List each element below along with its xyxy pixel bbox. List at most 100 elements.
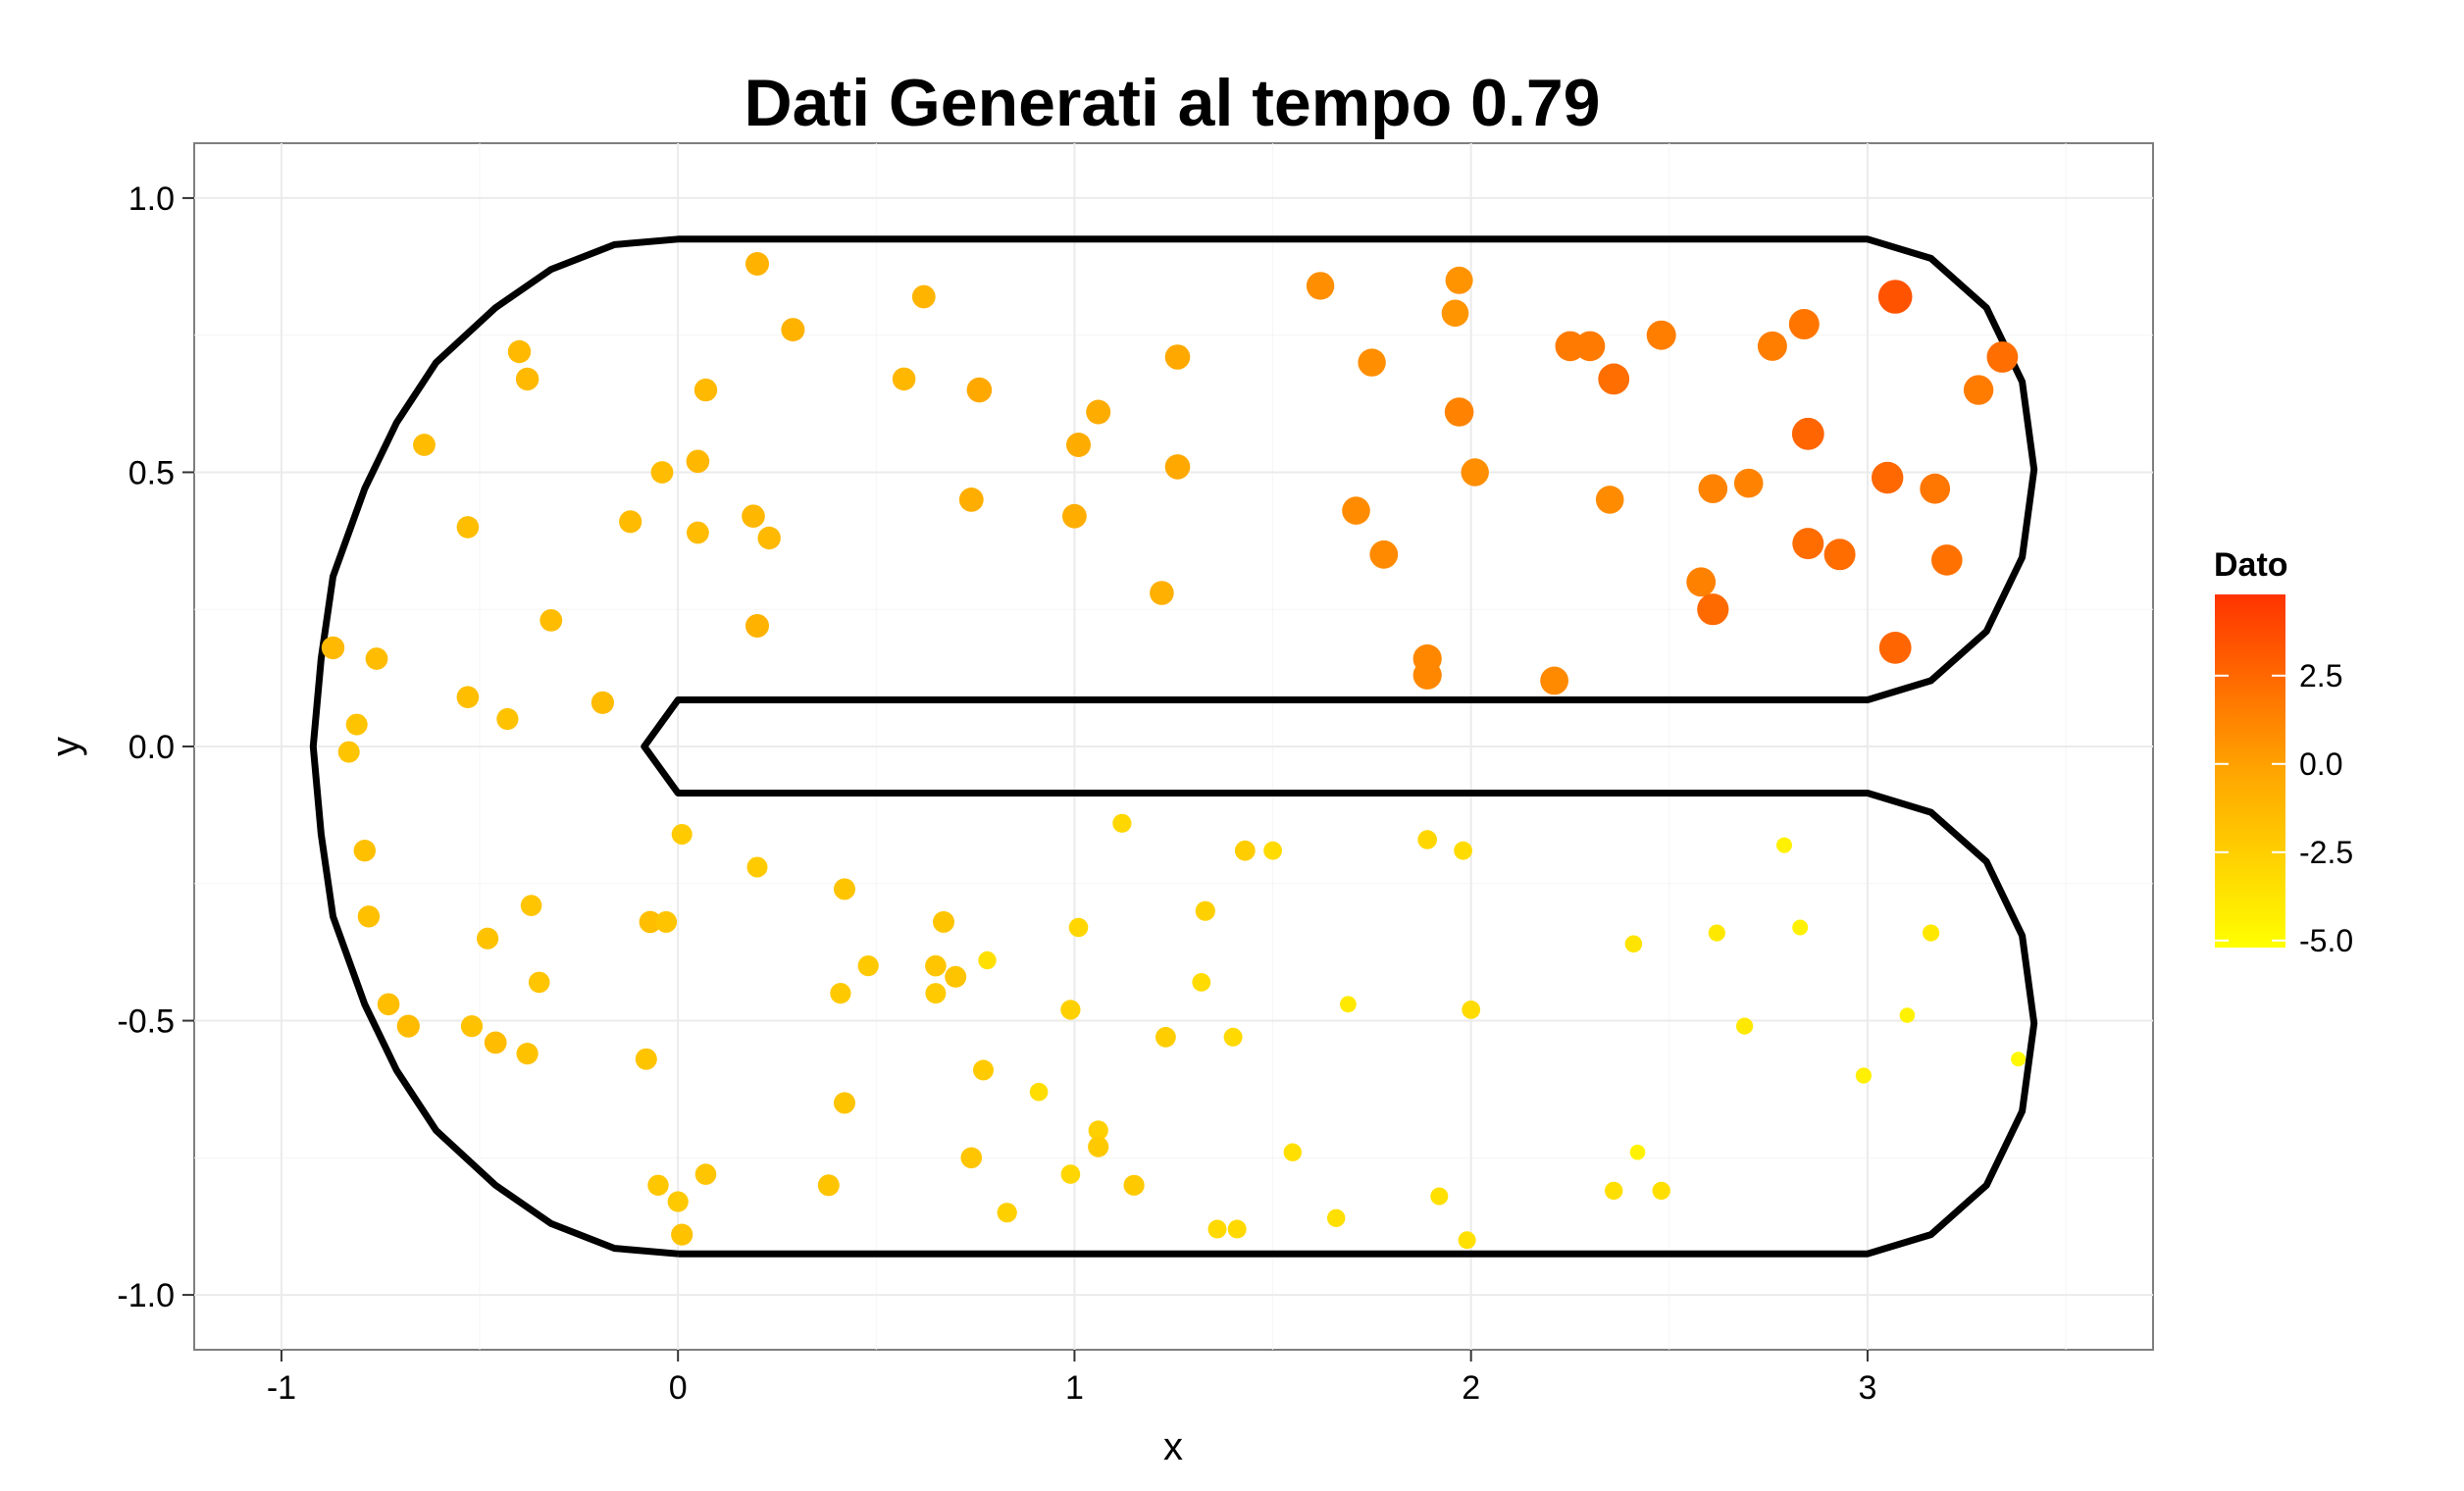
data-points — [321, 252, 2027, 1250]
data-point — [365, 647, 388, 670]
data-point — [1872, 461, 1904, 494]
data-point — [834, 878, 855, 900]
x-axis-ticks: -1 0 1 2 3 — [267, 1350, 1876, 1407]
y-axis-ticks: -1.0 -0.5 0.0 0.5 1.0 — [117, 180, 194, 1314]
data-point — [377, 993, 400, 1016]
data-point — [1931, 544, 1963, 576]
y-axis-label: y — [44, 737, 87, 756]
data-point — [357, 905, 381, 928]
data-point — [639, 910, 662, 934]
y-tick-label: 0.0 — [128, 729, 175, 766]
domain-boundary — [309, 235, 2038, 1258]
data-point — [353, 840, 376, 862]
data-point — [1029, 1082, 1049, 1102]
data-point — [1066, 433, 1091, 457]
data-point — [1788, 309, 1820, 339]
data-point — [1062, 503, 1087, 529]
data-point — [1207, 1219, 1227, 1239]
legend-title: Dato — [2214, 546, 2288, 584]
data-point — [1086, 399, 1111, 425]
y-tick-label: -1.0 — [117, 1277, 175, 1314]
legend-tick-label: -2.5 — [2299, 835, 2353, 870]
data-point — [1164, 454, 1191, 480]
x-tick-label: -1 — [267, 1369, 296, 1407]
data-point — [1234, 840, 1256, 861]
data-point — [745, 252, 769, 276]
data-point — [1192, 973, 1211, 992]
data-point — [1155, 1026, 1176, 1048]
data-point — [1088, 1136, 1109, 1157]
data-point — [1855, 1067, 1872, 1084]
data-point — [1792, 919, 1809, 936]
data-point — [1963, 375, 1994, 405]
data-point — [781, 318, 805, 342]
data-point — [1358, 348, 1386, 377]
data-point — [619, 510, 642, 534]
chart-title: Dati Generati al tempo 0.79 — [744, 66, 1601, 140]
data-point — [1708, 924, 1725, 942]
data-point — [687, 521, 709, 544]
data-point — [1461, 458, 1489, 487]
y-tick-label: -0.5 — [117, 1003, 175, 1041]
data-point — [978, 951, 997, 970]
data-point — [1430, 1187, 1449, 1206]
data-point — [647, 1174, 669, 1197]
data-point — [1342, 496, 1370, 525]
data-point — [1068, 917, 1089, 938]
data-point — [1283, 1143, 1303, 1161]
data-point — [650, 461, 674, 484]
data-point — [1920, 473, 1951, 504]
data-point — [892, 367, 916, 391]
data-point — [655, 910, 678, 933]
data-point — [945, 965, 967, 988]
legend: Dato 2.5 0.0 -2.5 -5.0 — [2214, 546, 2353, 958]
data-point — [520, 895, 542, 916]
data-point — [477, 927, 499, 950]
data-point — [1150, 581, 1174, 605]
data-point — [1340, 996, 1357, 1013]
data-point — [830, 983, 851, 1004]
data-point — [745, 614, 769, 638]
data-point — [496, 707, 519, 731]
data-point — [857, 955, 879, 977]
data-point — [635, 1048, 657, 1070]
data-point — [742, 504, 765, 528]
data-point — [834, 1092, 855, 1114]
data-point — [1629, 1144, 1646, 1160]
data-point — [1462, 1001, 1481, 1019]
data-point — [1605, 1181, 1623, 1201]
data-point — [817, 1174, 840, 1197]
data-point — [1164, 344, 1191, 370]
data-point — [539, 609, 563, 632]
data-point — [667, 1191, 689, 1212]
data-point — [1698, 474, 1728, 503]
data-point — [958, 488, 984, 512]
data-point — [456, 686, 480, 708]
data-point — [757, 526, 781, 550]
data-point — [516, 1043, 539, 1065]
x-tick-label: 1 — [1065, 1369, 1084, 1407]
data-point — [1060, 1000, 1081, 1020]
boundary-path — [309, 235, 2038, 1258]
data-point — [1652, 1181, 1670, 1201]
data-point — [1574, 331, 1606, 362]
data-point — [997, 1203, 1017, 1223]
data-point — [1923, 924, 1940, 942]
legend-tick-label: -5.0 — [2299, 923, 2353, 958]
data-point — [590, 691, 615, 714]
data-point — [337, 741, 360, 763]
data-point — [960, 1147, 983, 1169]
data-point — [671, 1223, 693, 1246]
data-point — [1686, 567, 1717, 597]
data-point — [345, 713, 368, 736]
data-point — [456, 516, 480, 539]
data-point — [1444, 397, 1474, 427]
data-point — [1757, 331, 1787, 361]
data-point — [1624, 935, 1643, 953]
data-point — [1112, 813, 1132, 833]
legend-tick-label: 2.5 — [2299, 658, 2342, 694]
data-point — [484, 1031, 507, 1054]
data-point — [1327, 1208, 1346, 1228]
data-point — [528, 971, 550, 994]
